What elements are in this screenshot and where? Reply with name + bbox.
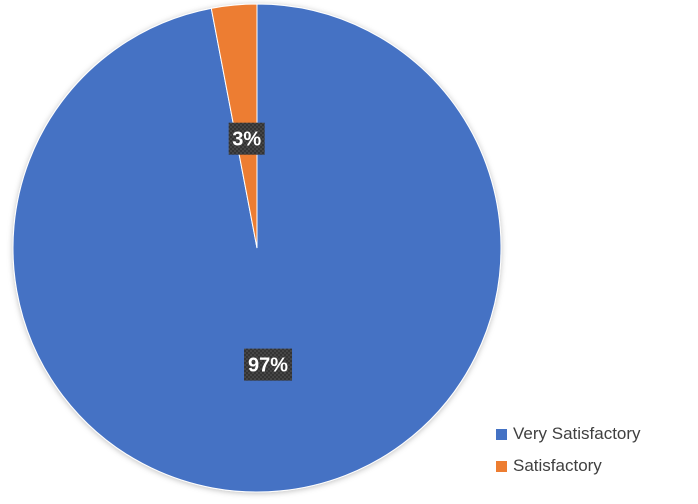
legend-label-very-satisfactory: Very Satisfactory [513, 424, 641, 443]
legend-label-satisfactory: Satisfactory [513, 456, 602, 475]
data-label-box-satisfactory [228, 122, 265, 155]
data-label-text-very-satisfactory: 97% [248, 355, 288, 377]
data-label-satisfactory: 3% [228, 122, 265, 155]
legend-item-very-satisfactory: Very Satisfactory [496, 424, 696, 444]
data-label-box-very-satisfactory [244, 348, 293, 381]
data-label-very-satisfactory: 97% [244, 348, 293, 381]
legend-swatch-very-satisfactory [496, 428, 507, 440]
legend: Very Satisfactory Satisfactory [496, 424, 696, 488]
pie-slices [12, 3, 502, 493]
legend-swatch-satisfactory [496, 460, 507, 472]
data-label-text-satisfactory: 3% [232, 129, 261, 151]
pie-data-labels: 97% 3% [228, 122, 293, 381]
legend-item-satisfactory: Satisfactory [496, 456, 696, 476]
